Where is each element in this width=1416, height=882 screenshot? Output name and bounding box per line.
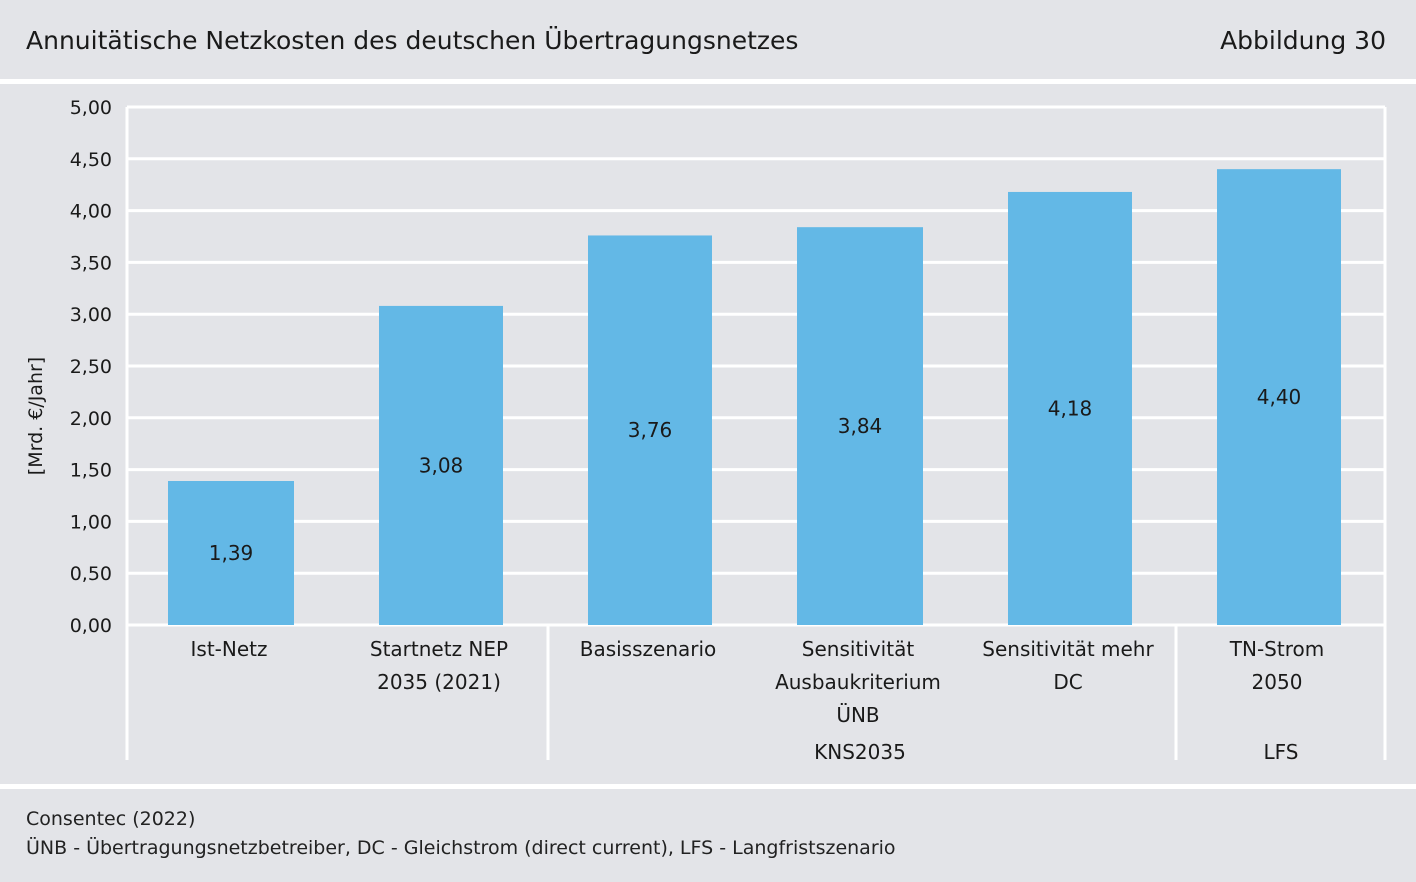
y-tick-label: 1,00 [70, 511, 112, 533]
source-note: Consentec (2022) [26, 808, 196, 830]
x-category-label: 2050 [1252, 670, 1303, 694]
footer-divider [0, 784, 1416, 789]
x-category-label: Ausbaukriterium [775, 670, 941, 694]
x-category-label: Ist-Netz [191, 637, 268, 661]
bar-value-label: 3,08 [419, 453, 464, 477]
bar [1008, 191, 1132, 625]
bar [1217, 169, 1341, 625]
y-tick-label: 0,50 [70, 563, 112, 585]
figure-label: Abbildung 30 [1220, 26, 1386, 55]
bar-value-label: 3,84 [838, 414, 883, 438]
bar [168, 480, 294, 625]
y-tick-label: 0,00 [70, 615, 112, 637]
bar-chart: 0,00 0,50 1,00 1,50 2,00 2,50 3,00 3,50 4,00 4,50… [25, 97, 1387, 764]
abbreviation-note: ÜNB - Übertragungsnetzbetreiber, DC - Gl… [26, 837, 896, 859]
x-category-label: Startnetz NEP [370, 637, 508, 661]
group-label: LFS [1264, 740, 1299, 764]
bar-value-label: 3,76 [628, 418, 673, 442]
group-label: KNS2035 [814, 740, 906, 764]
bar [797, 227, 923, 625]
y-tick-label: 2,50 [70, 356, 112, 378]
x-category-label: 2035 (2021) [377, 670, 501, 694]
x-category-label: DC [1053, 670, 1082, 694]
y-axis-label: [Mrd. €/Jahr] [25, 357, 47, 475]
y-tick-label: 4,50 [70, 149, 112, 171]
y-tick-label: 2,00 [70, 408, 112, 430]
bar-value-label: 4,40 [1257, 385, 1302, 409]
bar-value-label: 4,18 [1048, 396, 1093, 420]
y-tick-label: 3,50 [70, 252, 112, 274]
chart-title: Annuitätische Netzkosten des deutschen Ü… [26, 26, 799, 55]
y-tick-label: 3,00 [70, 304, 112, 326]
chart-header: Annuitätische Netzkosten des deutschen Ü… [0, 0, 1416, 80]
y-tick-label: 5,00 [70, 97, 112, 119]
x-category-label: Basisszenario [580, 637, 717, 661]
x-category-label: ÜNB [836, 703, 879, 727]
bar-value-label: 1,39 [209, 541, 254, 565]
x-category-label: Sensitivität [802, 637, 915, 661]
x-category-label: TN-Strom [1229, 637, 1324, 661]
header-divider [0, 79, 1416, 84]
y-tick-label: 4,00 [70, 201, 112, 223]
bar [588, 235, 712, 626]
bar [379, 305, 503, 625]
y-tick-label: 1,50 [70, 460, 112, 482]
x-category-label: Sensitivität mehr [982, 637, 1154, 661]
